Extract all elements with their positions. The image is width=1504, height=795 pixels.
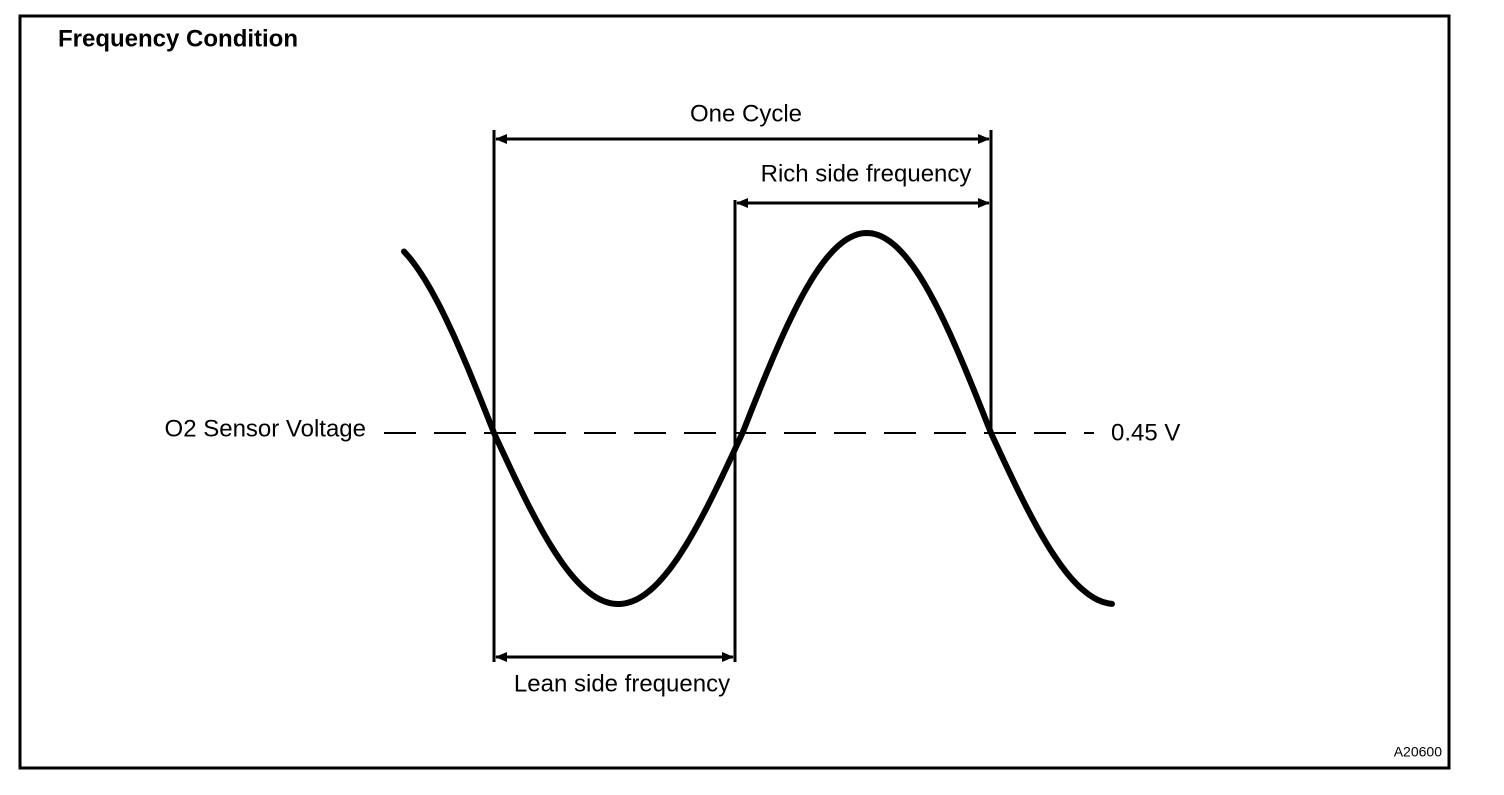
figure-code: A20600 <box>1394 744 1442 760</box>
threshold-label: 0.45 V <box>1111 419 1180 446</box>
axis-label: O2 Sensor Voltage <box>165 415 366 442</box>
frame <box>18 14 1451 770</box>
lean-label: Lean side frequency <box>514 670 730 697</box>
rich-label: Rich side frequency <box>761 160 972 187</box>
title: Frequency Condition <box>58 25 298 52</box>
sine-wave <box>401 229 1115 607</box>
one-cycle-label: One Cycle <box>690 100 802 127</box>
